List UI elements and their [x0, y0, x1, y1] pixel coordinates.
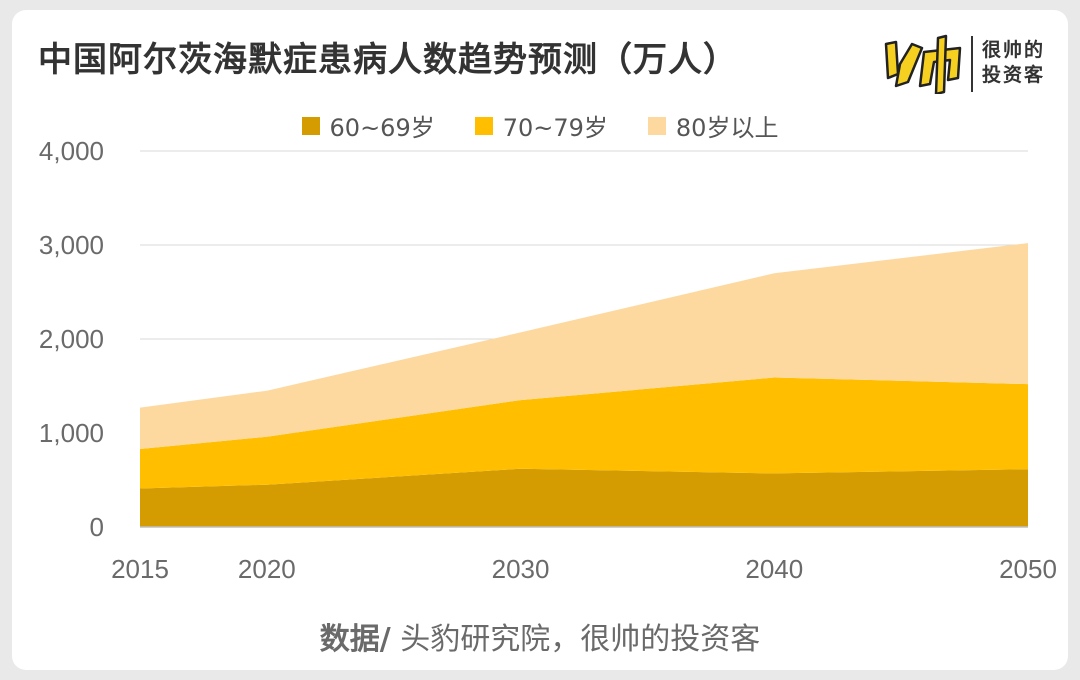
y-tick-label: 0	[90, 512, 104, 542]
y-tick-label: 2,000	[39, 324, 104, 354]
chart-legend: 60~69岁 70~79岁 80岁以上	[12, 108, 1068, 143]
legend-item-60-69: 60~69岁	[301, 108, 435, 143]
y-tick-label: 3,000	[39, 230, 104, 260]
x-tick-label: 2030	[492, 554, 550, 584]
source-prefix: 数据/	[319, 622, 391, 657]
logo-line-1: 很帅的	[982, 39, 1046, 61]
legend-label-70-79: 70~79岁	[502, 114, 608, 142]
legend-item-70-79: 70~79岁	[474, 108, 608, 143]
y-tick-label: 1,000	[39, 418, 104, 448]
legend-swatch-70-79	[474, 116, 493, 135]
legend-label-60-69: 60~69岁	[329, 114, 435, 142]
brand-logo: 很帅的 投资客	[878, 30, 1058, 100]
x-tick-label: 2040	[745, 554, 803, 584]
area-chart: 0 1,000 2,000 3,000 4,000 2015 2020 2030 2040 205…	[39, 136, 1057, 584]
logo-line-2: 投资客	[982, 64, 1046, 86]
chart-card: 中国阿尔茨海默症患病人数趋势预测（万人） 很帅的 投资客 60~69岁 70~7…	[12, 10, 1068, 670]
chart-title: 中国阿尔茨海默症患病人数趋势预测（万人）	[38, 40, 738, 80]
y-tick-label: 4,000	[39, 136, 104, 166]
x-tick-label: 2015	[111, 554, 169, 584]
x-tick-label: 2020	[238, 554, 296, 584]
source-text: 头豹研究院，很帅的投资客	[390, 622, 761, 657]
legend-label-80-plus: 80岁以上	[675, 114, 779, 142]
data-source: 数据/ 头豹研究院，很帅的投资客	[12, 614, 1068, 658]
legend-item-80-plus: 80岁以上	[647, 108, 779, 143]
area-series-1	[140, 468, 1028, 527]
area-series-3	[140, 243, 1028, 449]
logo-divider	[971, 36, 973, 92]
logo-mark-icon	[884, 34, 962, 94]
area-series-2	[140, 377, 1028, 489]
x-tick-label: 2050	[999, 554, 1057, 584]
legend-swatch-60-69	[301, 116, 320, 135]
legend-swatch-80-plus	[647, 116, 666, 135]
logo-text: 很帅的 投资客	[982, 38, 1045, 88]
